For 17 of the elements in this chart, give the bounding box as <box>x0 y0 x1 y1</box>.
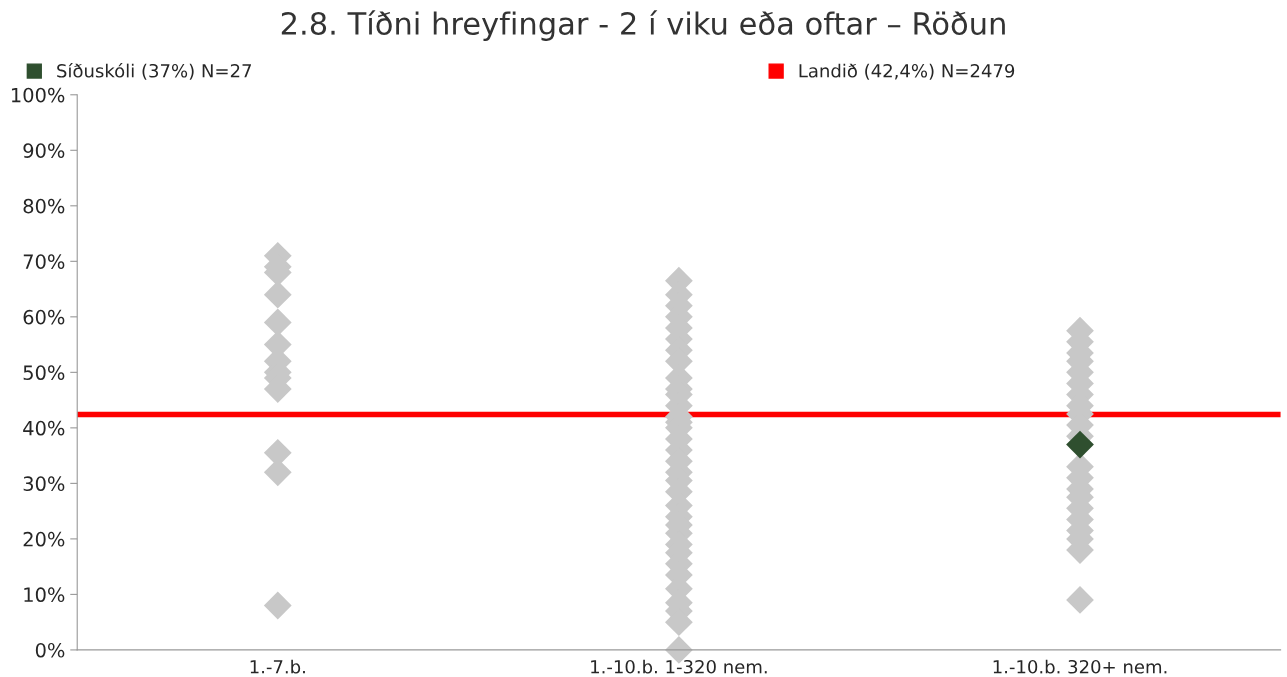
x-tick-label: 1.-7.b. <box>250 659 305 674</box>
legend-label: Landið (42,4%) N=2479 <box>799 63 1015 80</box>
y-tick-label: 100% <box>11 87 65 103</box>
y-tick-label: 20% <box>23 531 65 547</box>
y-tick-label: 90% <box>23 143 65 158</box>
y-tick-label: 70% <box>23 254 65 269</box>
x-tick-label: 1.-10.b. 320+ nem. <box>993 659 1167 674</box>
y-tick-label: 60% <box>23 309 65 325</box>
y-tick-label: 50% <box>23 365 65 381</box>
y-tick-label: 10% <box>24 587 65 603</box>
chart-title: 2.8. Tíðni hreyfingar - 2 í viku eða oftar – Röðun <box>281 10 1005 41</box>
y-tick-label: 0% <box>35 642 65 658</box>
x-tick-label: 1.-10.b. 1-320 nem. <box>591 659 767 674</box>
legend-label: Síðuskóli (37%) N=27 <box>57 62 251 80</box>
y-tick-label: 40% <box>23 420 65 436</box>
y-tick-label: 80% <box>23 198 65 214</box>
y-tick-label: 30% <box>23 476 65 492</box>
